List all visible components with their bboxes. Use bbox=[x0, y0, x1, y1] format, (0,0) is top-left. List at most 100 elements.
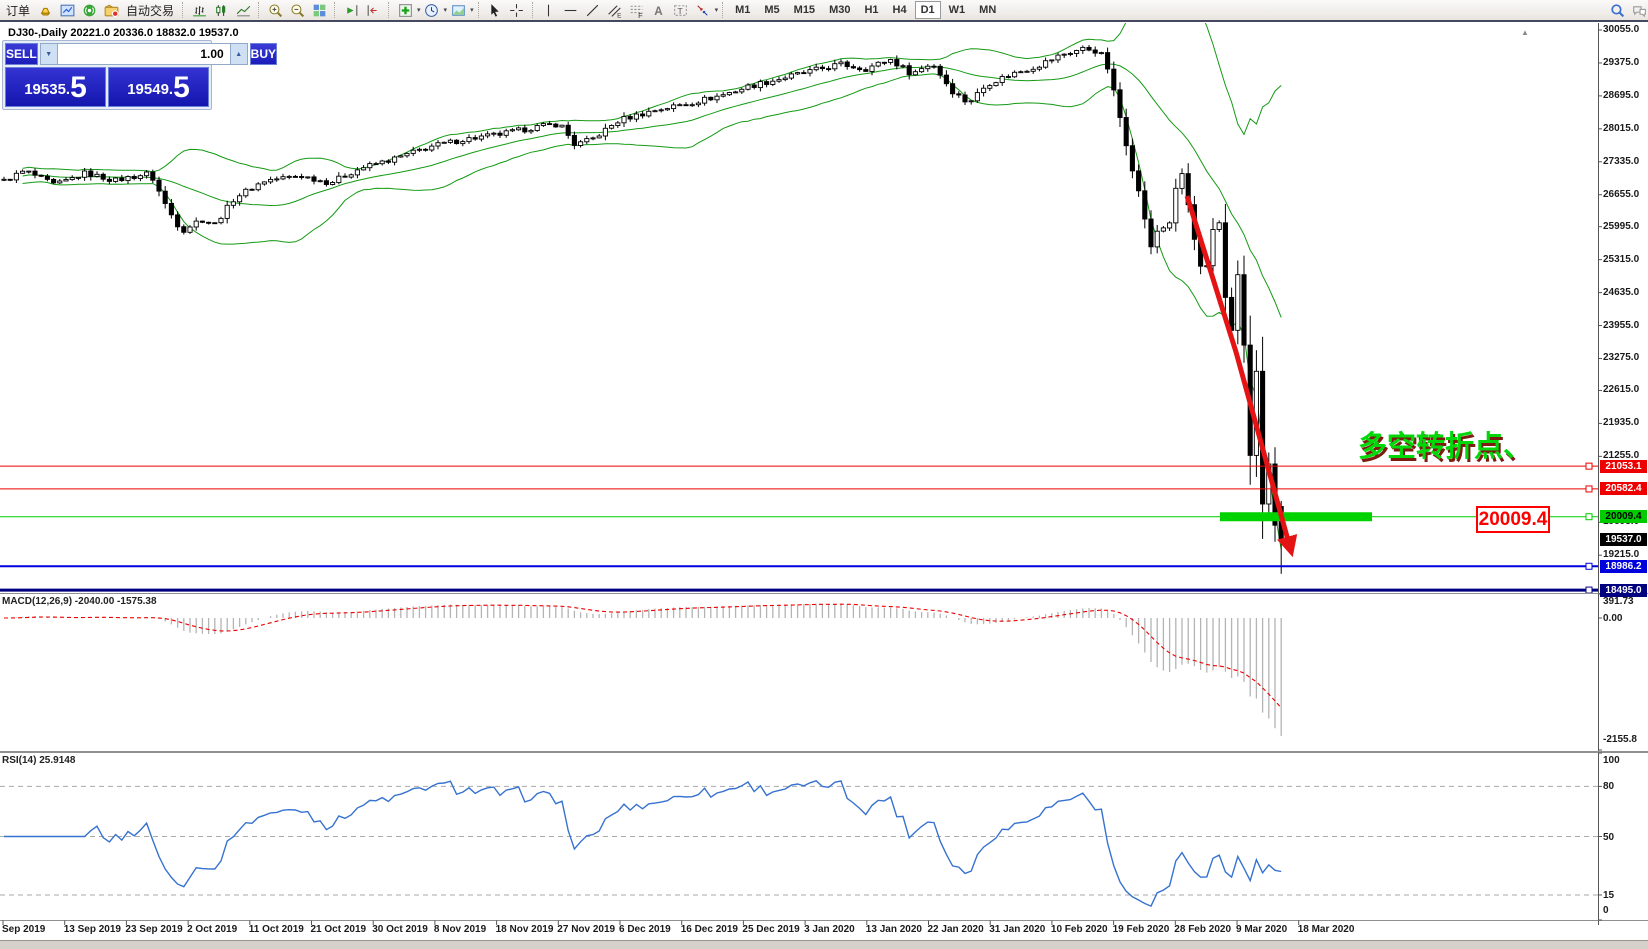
sell-price-panel[interactable]: 19535. 5 bbox=[5, 67, 106, 107]
candle bbox=[633, 111, 639, 123]
candle bbox=[336, 172, 342, 185]
vertical-line-icon[interactable] bbox=[538, 1, 560, 20]
buy-price-big: 5 bbox=[173, 71, 190, 104]
autotrading-button[interactable]: 自动交易 bbox=[126, 3, 175, 18]
candle bbox=[423, 148, 429, 152]
candle bbox=[819, 64, 825, 72]
candle bbox=[1036, 65, 1042, 72]
market-watch-icon[interactable] bbox=[56, 1, 78, 20]
candle bbox=[1160, 226, 1166, 233]
cursor-icon[interactable] bbox=[484, 1, 506, 20]
candle bbox=[150, 169, 156, 184]
arrows-dropdown-icon[interactable]: ▾ bbox=[714, 7, 719, 14]
tile-windows-icon[interactable] bbox=[308, 1, 330, 20]
candle bbox=[119, 174, 125, 182]
zoom-in-icon[interactable] bbox=[264, 1, 286, 20]
candle bbox=[813, 63, 819, 72]
symbol-info-label: DJ30-,Daily 20221.0 20336.0 18832.0 1953… bbox=[8, 27, 239, 39]
candle bbox=[832, 59, 838, 72]
buy-button[interactable]: BUY bbox=[249, 43, 278, 65]
periods-dropdown-icon[interactable]: ▾ bbox=[443, 7, 448, 14]
candle bbox=[745, 83, 751, 91]
candle bbox=[534, 123, 540, 132]
line-handle[interactable] bbox=[1585, 586, 1593, 594]
candle bbox=[640, 110, 646, 119]
chat-icon[interactable] bbox=[1628, 1, 1648, 20]
search-icon[interactable] bbox=[1606, 1, 1628, 20]
chart-canvas[interactable]: 30055.0 29375.0 28695.0 28015.0 27335.0 26655… bbox=[0, 22, 1648, 949]
toolbar-separator bbox=[722, 2, 724, 18]
candlestick-chart-icon[interactable] bbox=[210, 1, 232, 20]
candle bbox=[441, 141, 447, 144]
auto-scroll-icon[interactable] bbox=[340, 1, 362, 20]
line-handle[interactable] bbox=[1585, 485, 1593, 493]
toolbar-separator bbox=[334, 2, 336, 18]
tf-button-H4[interactable]: H4 bbox=[892, 4, 907, 16]
tf-button-M15[interactable]: M15 bbox=[793, 4, 816, 16]
candle bbox=[943, 70, 949, 87]
sell-button[interactable]: SELL bbox=[5, 43, 38, 65]
templates-dropdown-icon[interactable]: ▾ bbox=[470, 7, 474, 14]
tf-button-W1[interactable]: W1 bbox=[948, 4, 966, 16]
trendline-icon[interactable] bbox=[582, 1, 604, 20]
equidistant-channel-icon[interactable]: E bbox=[604, 1, 626, 20]
zoom-out-icon[interactable] bbox=[286, 1, 308, 20]
candle bbox=[1142, 181, 1148, 229]
candle bbox=[807, 66, 813, 77]
candle bbox=[1173, 178, 1179, 232]
volume-decrease-button[interactable]: ▼ bbox=[40, 44, 57, 64]
new-order-button[interactable]: 订单 bbox=[6, 3, 31, 18]
signal-icon[interactable] bbox=[78, 1, 100, 20]
templates-icon[interactable] bbox=[447, 1, 469, 20]
candle bbox=[695, 101, 701, 108]
trend-arrow[interactable] bbox=[1184, 195, 1298, 558]
tf-button-H1[interactable]: H1 bbox=[864, 4, 879, 16]
tf-button-M1[interactable]: M1 bbox=[735, 4, 751, 16]
line-handle[interactable] bbox=[1585, 462, 1593, 470]
bar-chart-icon[interactable] bbox=[188, 1, 210, 20]
gold-new-order-icon[interactable] bbox=[34, 1, 56, 20]
candle bbox=[782, 75, 788, 82]
volume-increase-button[interactable]: ▲ bbox=[230, 44, 247, 64]
indicators-dropdown-icon[interactable]: ▾ bbox=[417, 7, 421, 14]
price-callout-box[interactable]: 20009.4 bbox=[1476, 506, 1550, 533]
tf-button-M5[interactable]: M5 bbox=[764, 4, 780, 16]
candle bbox=[869, 63, 875, 76]
chart-graphics bbox=[0, 23, 1648, 925]
candle bbox=[714, 93, 720, 104]
line-handle[interactable] bbox=[1585, 562, 1593, 570]
candle bbox=[1167, 221, 1173, 231]
candle bbox=[1235, 260, 1241, 345]
tf-button-MN[interactable]: MN bbox=[979, 4, 997, 16]
window-bottom-strip bbox=[0, 940, 1648, 949]
crosshair-icon[interactable] bbox=[506, 1, 528, 20]
candle bbox=[677, 103, 683, 107]
tf-button-M30[interactable]: M30 bbox=[829, 4, 851, 16]
line-chart-icon[interactable] bbox=[232, 1, 254, 20]
candle bbox=[881, 61, 887, 66]
text-label-icon[interactable]: T bbox=[670, 1, 692, 20]
periods-clock-icon[interactable] bbox=[421, 1, 443, 20]
candle bbox=[559, 124, 565, 128]
horizontal-line-icon[interactable] bbox=[560, 1, 582, 20]
candle bbox=[993, 81, 999, 87]
candle bbox=[38, 174, 44, 178]
candle bbox=[528, 129, 534, 134]
toolbar-separator bbox=[477, 2, 480, 18]
arrows-icon[interactable] bbox=[692, 1, 714, 20]
candle bbox=[1222, 203, 1228, 319]
candle bbox=[75, 176, 81, 181]
candle bbox=[757, 79, 763, 92]
buy-price-panel[interactable]: 19549. 5 bbox=[108, 67, 209, 107]
scroll-up-icon[interactable]: ▲ bbox=[1521, 28, 1529, 37]
tf-button-D1[interactable]: D1 bbox=[914, 1, 941, 19]
fibonacci-icon[interactable]: F bbox=[626, 1, 648, 20]
line-handle[interactable] bbox=[1585, 513, 1593, 521]
candle bbox=[1136, 164, 1142, 197]
text-icon[interactable]: A bbox=[648, 1, 670, 20]
candle bbox=[788, 71, 794, 80]
volume-input[interactable] bbox=[56, 44, 231, 64]
indicators-add-icon[interactable] bbox=[394, 1, 416, 20]
autotrading-icon[interactable] bbox=[100, 1, 122, 20]
chart-shift-icon[interactable] bbox=[362, 1, 384, 20]
